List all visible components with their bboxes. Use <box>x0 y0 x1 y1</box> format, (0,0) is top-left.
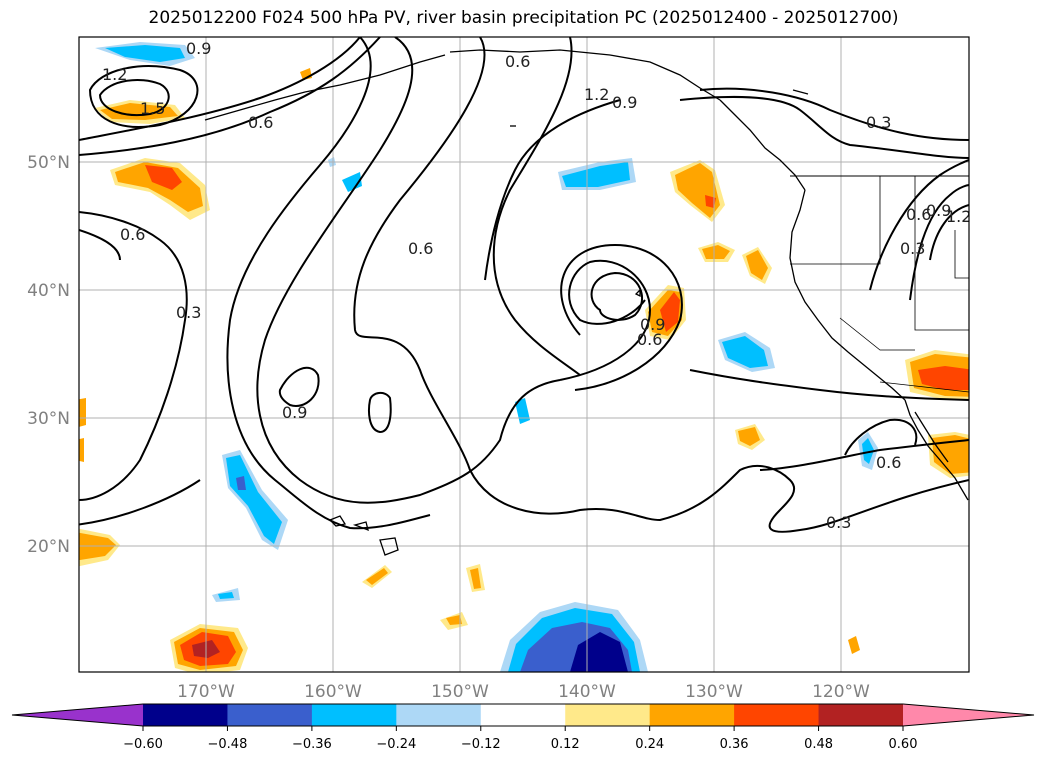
contour-label: 0.9 <box>282 403 307 422</box>
colorbar-tick-label: 0.48 <box>804 737 833 752</box>
lat-label: 40°N <box>27 281 70 301</box>
map-title: 2025012200 F024 500 hPa PV, river basin … <box>148 8 899 28</box>
colorbar-tick-label: −0.48 <box>208 737 248 752</box>
colorbar-tick-label: 0.24 <box>635 737 664 752</box>
colorbar: −0.60 −0.48 −0.36 −0.24 −0.12 0.12 0.24 0.36 0.4… <box>11 703 1035 752</box>
pv-contours <box>79 37 969 533</box>
longitude-labels: 170°W 160°W 150°W 140°W 130°W 120°W <box>177 682 870 702</box>
colorbar-tick-label: −0.24 <box>376 737 416 752</box>
gridlines <box>79 37 969 672</box>
lat-label: 30°N <box>27 409 70 429</box>
lon-label: 160°W <box>304 682 362 702</box>
contour-label: 1.2 <box>584 85 609 104</box>
contour-label: 0.6 <box>505 52 530 71</box>
contour-label: 0.9 <box>640 315 665 334</box>
contour-label: 0.9 <box>612 93 637 112</box>
contour-label: 0.6 <box>637 330 662 349</box>
contour-label: 0.6 <box>906 205 931 224</box>
lon-label: 120°W <box>812 682 870 702</box>
colorbar-extend-low <box>12 704 143 726</box>
contour-label: 0.6 <box>248 113 273 132</box>
lon-label: 130°W <box>685 682 743 702</box>
contour-label: 1.2 <box>102 65 127 84</box>
contour-label: 0.6 <box>876 453 901 472</box>
contour-labels: 0.9 1.2 1.5 0.6 0.6 0.3 0.6 1.2 0.9 0.6 … <box>102 39 971 532</box>
colorbar-segment <box>143 704 228 726</box>
lon-label: 170°W <box>177 682 235 702</box>
contour-label: 0.9 <box>186 39 211 58</box>
colorbar-segment <box>734 704 820 726</box>
colorbar-segment <box>227 704 313 726</box>
colorbar-tick-label: −0.12 <box>461 737 501 752</box>
colorbar-segment <box>480 704 566 726</box>
contour-label: 1.5 <box>140 99 165 118</box>
lat-label: 20°N <box>27 537 70 557</box>
colorbar-segment <box>649 704 735 726</box>
contour-label: 1.2 <box>946 207 971 226</box>
colorbar-segment <box>396 704 482 726</box>
colorbar-tick-label: −0.36 <box>292 737 332 752</box>
colorbar-tick-label: −0.60 <box>123 737 163 752</box>
precip-fills <box>79 42 969 672</box>
lon-label: 140°W <box>558 682 616 702</box>
contour-label: 0.3 <box>826 513 851 532</box>
latitude-labels: 50°N 40°N 30°N 20°N <box>27 153 70 557</box>
map-frame <box>78 36 970 673</box>
colorbar-extend-high <box>903 704 1034 726</box>
lat-label: 50°N <box>27 153 70 173</box>
colorbar-tick-label: 0.12 <box>551 737 580 752</box>
lon-label: 150°W <box>431 682 489 702</box>
contour-label: 0.6 <box>120 225 145 244</box>
contour-label: 0.3 <box>866 113 891 132</box>
colorbar-segment <box>818 704 904 726</box>
contour-label: 0.3 <box>176 303 201 322</box>
colorbar-tick-label: 0.60 <box>889 737 918 752</box>
contour-label: 0.3 <box>900 239 925 258</box>
colorbar-segment <box>565 704 651 726</box>
contour-label: 0.9 <box>926 201 951 220</box>
colorbar-segment <box>311 704 397 726</box>
colorbar-tick-label: 0.36 <box>720 737 749 752</box>
contour-label: 0.6 <box>408 239 433 258</box>
